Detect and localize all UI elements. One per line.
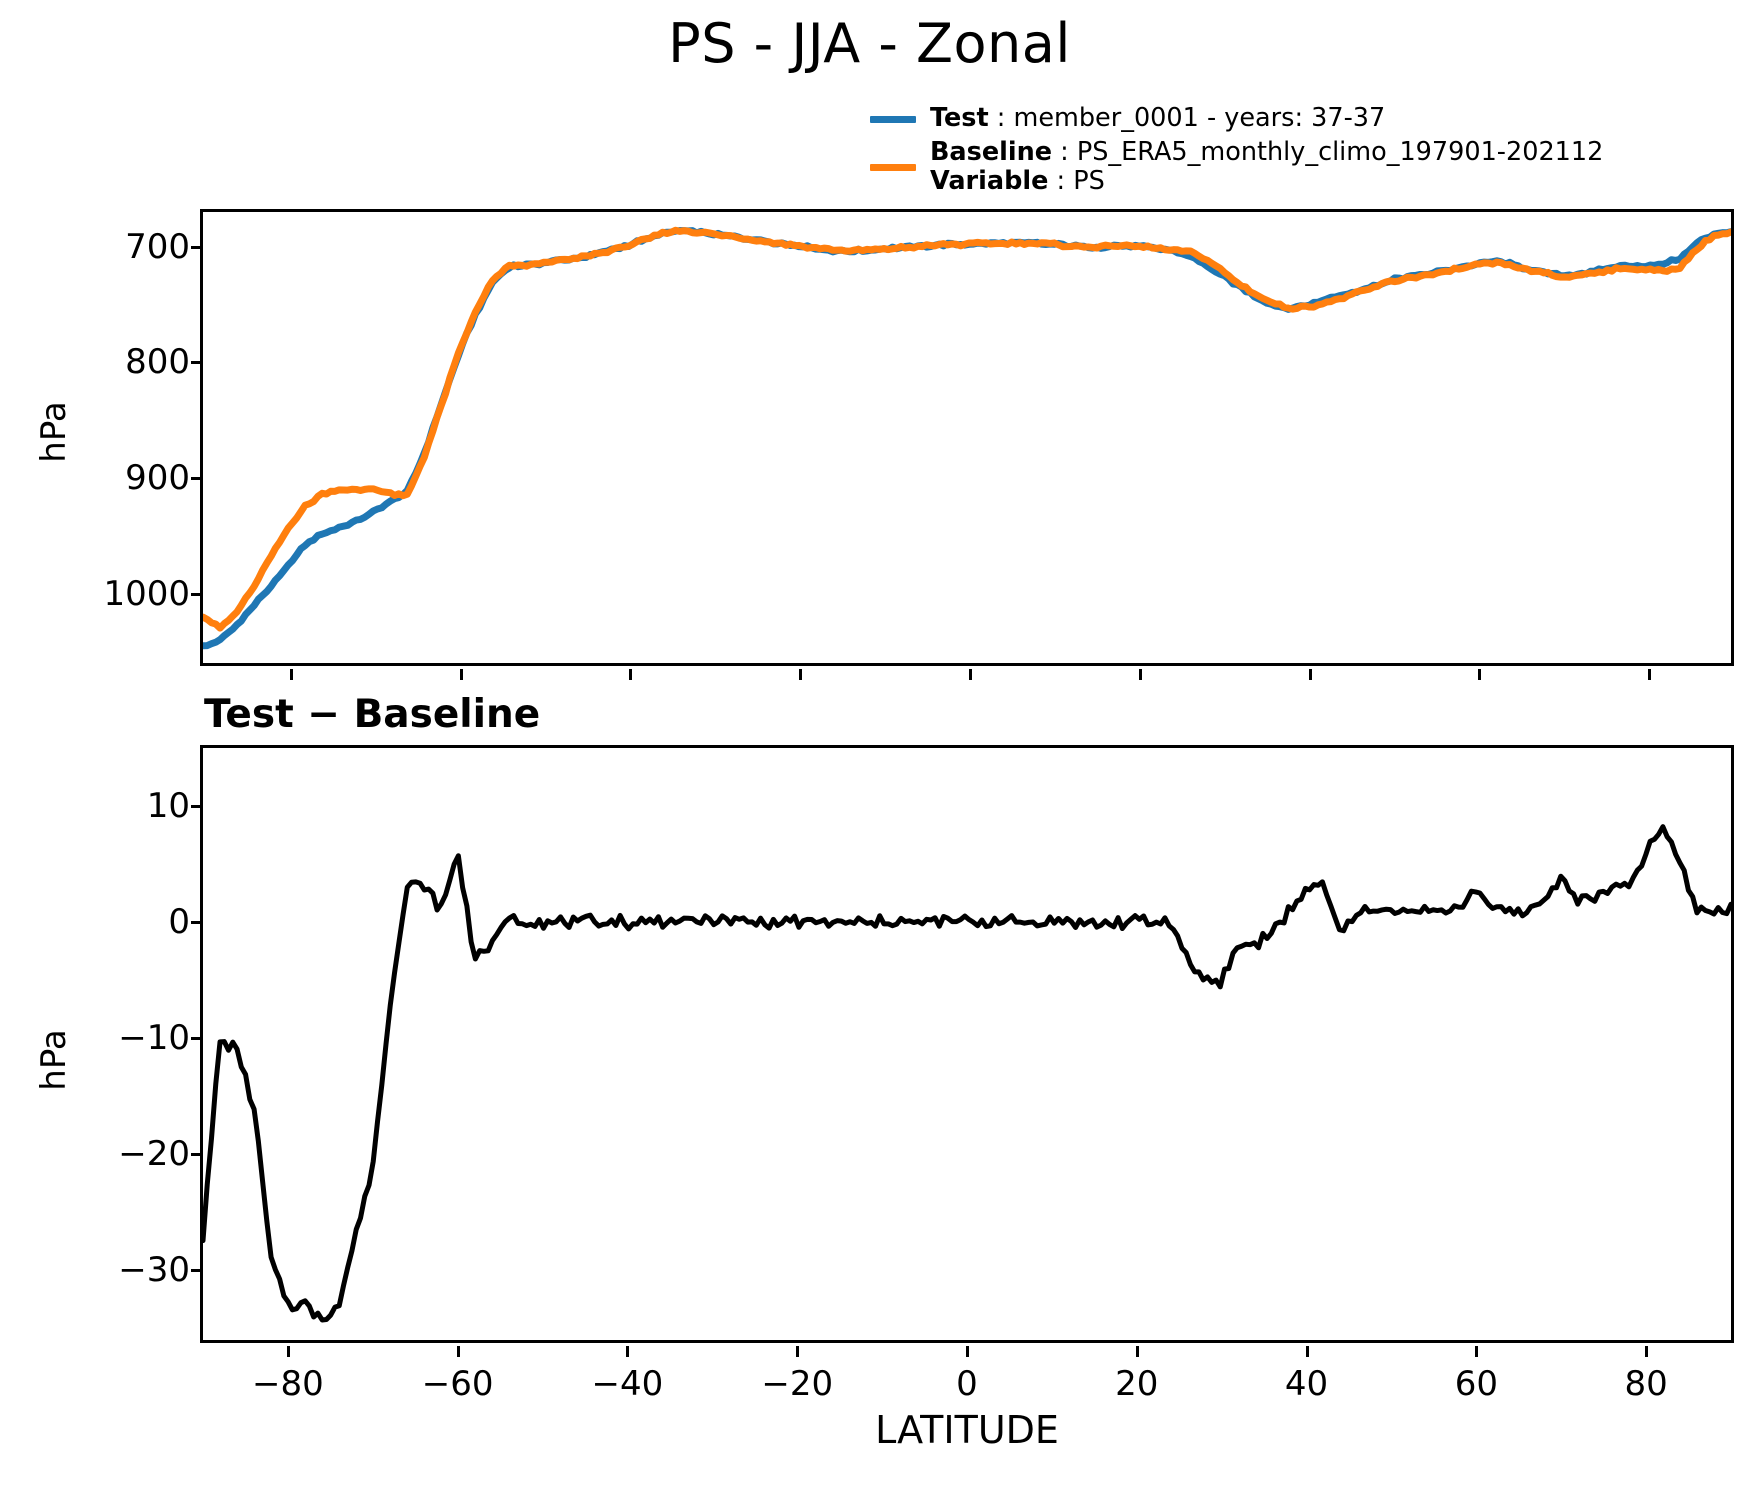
xtick-mark-top [799,669,803,680]
xtick-label: 20 [1115,1364,1159,1404]
xtick-label: 60 [1454,1364,1498,1404]
legend-label-test: Test : member_0001 - years: 37-37 [930,104,1385,133]
xtick-mark [796,1346,800,1357]
legend-sep-baseline: : [1052,137,1077,167]
legend-key-test: Test [930,103,989,134]
legend-baseline-stack: Baseline : PS_ERA5_monthly_climo_197901-… [930,137,1604,197]
x-axis-tick-labels: −80 −60 −40 −20 0 20 40 60 80 [200,1346,1734,1406]
xtick-mark [1475,1346,1479,1357]
legend-entry-baseline: Baseline : PS_ERA5_monthly_climo_197901-… [870,137,1730,197]
ytick-label: −10 [118,1018,190,1059]
legend-value-baseline: PS_ERA5_monthly_climo_197901-202112 [1076,137,1604,167]
xtick-label: 0 [956,1364,978,1404]
legend: Test : member_0001 - years: 37-37 Baseli… [870,100,1730,197]
ytick-mark [191,245,202,249]
legend-swatch-test [870,115,916,123]
legend-sep-variable: : [1048,166,1074,197]
series-line-baseline [203,230,1731,628]
ytick-mark [191,476,202,480]
legend-value-variable: PS [1073,166,1105,197]
xtick-mark-top [969,669,972,680]
legend-value-test: member_0001 - years: 37-37 [1013,103,1386,134]
bottom-panel-plot [203,748,1731,1340]
legend-entry-test: Test : member_0001 - years: 37-37 [870,100,1730,138]
xtick-label: 40 [1284,1364,1329,1404]
legend-label-variable: Variable : PS [930,167,1603,196]
xtick-label: −80 [251,1364,324,1404]
top-panel-plot [203,212,1731,663]
xtick-mark-top [1308,669,1312,680]
xtick-mark [966,1346,969,1357]
bottom-panel-ylabel: hPa [34,1029,74,1091]
x-axis-label: LATITUDE [875,1408,1059,1452]
ytick-label: 10 [146,786,190,827]
legend-swatch-baseline [870,163,916,171]
xtick-mark-top [1138,669,1142,680]
ytick-label: 0 [168,902,190,943]
xtick-label: 80 [1624,1364,1668,1404]
ytick-mark [191,592,202,596]
xtick-mark [626,1346,630,1357]
legend-key-variable: Variable [930,166,1049,197]
top-panel-axes [200,209,1734,680]
ytick-label: 1000 [103,573,190,614]
ytick-label: 700 [125,226,190,267]
top-panel-ylabel: hPa [34,401,74,463]
ytick-mark [191,1153,202,1157]
ytick-mark [191,361,202,365]
legend-key-baseline: Baseline [930,137,1053,167]
xtick-mark [1135,1346,1139,1357]
xtick-label: −60 [421,1364,494,1404]
xtick-mark [286,1346,290,1357]
bottom-panel-ytick-labels: 10 0 −10 −20 −30 [10,745,202,1343]
xtick-mark-top [1648,669,1652,680]
ytick-mark [191,805,202,809]
xtick-mark [1305,1346,1309,1357]
xtick-label: −40 [591,1364,664,1404]
xtick-mark-top [289,669,293,680]
ytick-mark [191,921,202,925]
xtick-mark [1645,1346,1649,1357]
xtick-mark-top [1478,669,1482,680]
ytick-label: −30 [118,1250,190,1291]
ytick-mark [191,1037,202,1041]
xtick-mark [456,1346,460,1357]
ytick-label: 900 [125,457,190,498]
ytick-mark [191,1269,202,1273]
bottom-panel-axes [200,745,1734,1343]
ytick-label: −20 [118,1134,190,1175]
xtick-mark-top [629,669,633,680]
xtick-label: −20 [761,1364,834,1404]
series-line-test-baseline [203,827,1731,1320]
legend-label-baseline: Baseline : PS_ERA5_monthly_climo_197901-… [930,137,1604,167]
legend-sep-test: : [988,103,1014,134]
figure-title: PS - JJA - Zonal [668,12,1071,75]
xtick-mark-top [459,669,463,680]
top-panel-ytick-labels: 1000 900 800 700 [10,209,202,666]
ytick-label: 800 [125,342,190,383]
difference-panel-title: Test − Baseline [204,692,541,737]
